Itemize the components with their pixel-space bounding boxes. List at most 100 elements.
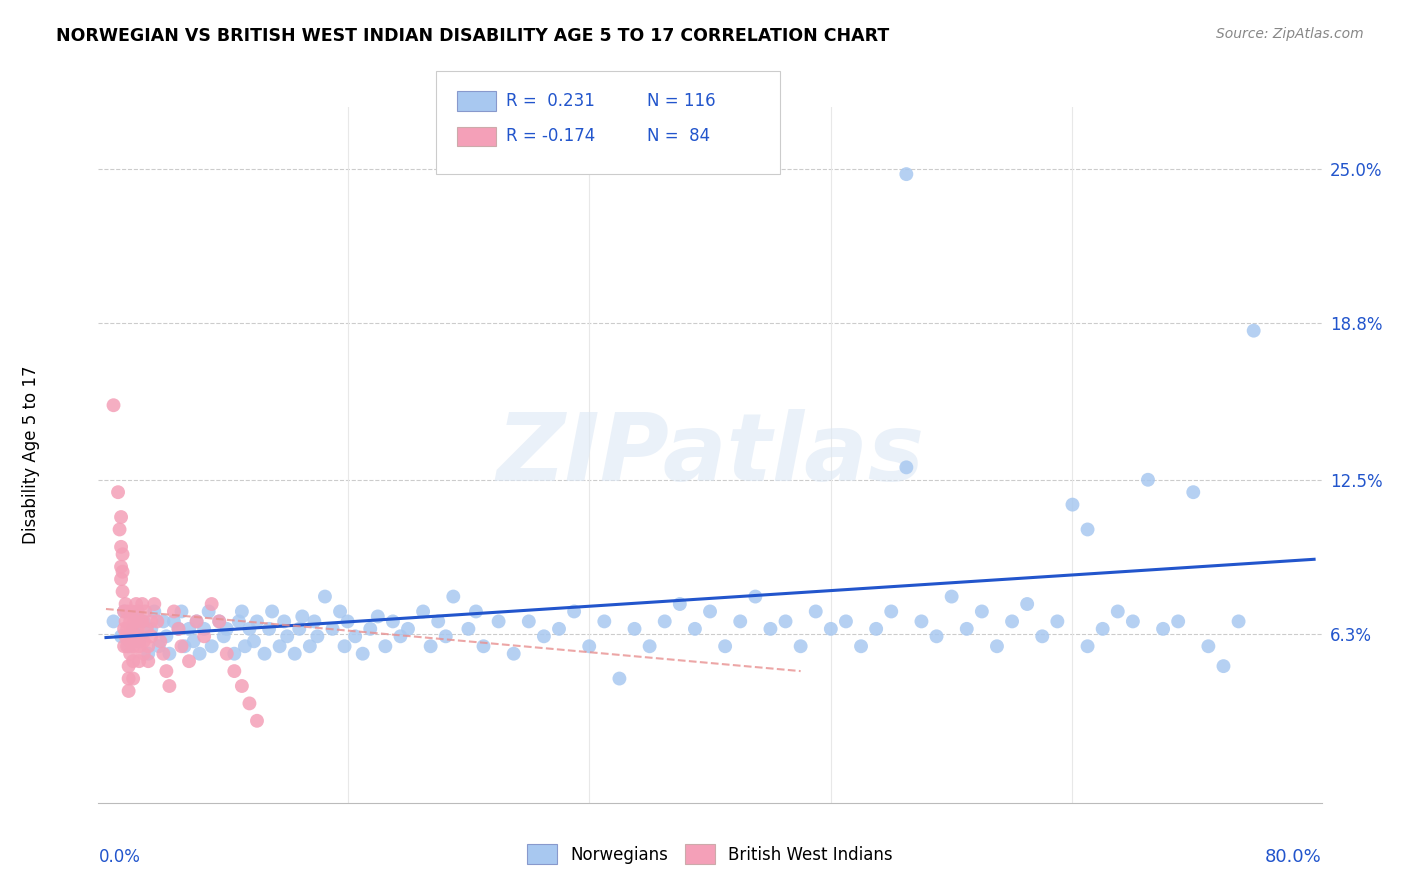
Point <box>112 605 135 619</box>
Point <box>127 605 149 619</box>
Point <box>163 615 186 629</box>
Point <box>298 639 321 653</box>
Point <box>1107 605 1129 619</box>
Point <box>336 615 359 629</box>
Point <box>146 615 169 629</box>
Point <box>170 605 193 619</box>
Point <box>143 597 166 611</box>
Point <box>623 622 645 636</box>
Point <box>517 615 540 629</box>
Point <box>367 609 389 624</box>
Point <box>502 647 524 661</box>
Point <box>155 629 177 643</box>
Text: Disability Age 5 to 17: Disability Age 5 to 17 <box>22 366 41 544</box>
Point <box>128 634 150 648</box>
Point <box>157 647 180 661</box>
Point <box>956 622 979 636</box>
Point <box>465 605 488 619</box>
Text: 0.0%: 0.0% <box>98 848 141 866</box>
Point <box>374 639 396 653</box>
Point <box>1017 597 1039 611</box>
Point <box>124 615 146 629</box>
Point <box>269 639 291 653</box>
Point <box>108 523 131 537</box>
Point <box>344 629 367 643</box>
Point <box>419 639 441 653</box>
Point <box>125 597 148 611</box>
Point <box>136 654 159 668</box>
Point <box>122 639 145 653</box>
Point <box>115 605 138 619</box>
Point <box>224 664 246 678</box>
Point <box>152 615 174 629</box>
Point <box>188 647 211 661</box>
Point <box>193 622 215 636</box>
Point <box>120 647 142 661</box>
Point <box>288 622 311 636</box>
Point <box>789 639 811 653</box>
Point <box>127 622 149 636</box>
Point <box>1197 639 1219 653</box>
Point <box>759 622 782 636</box>
Point <box>128 639 150 653</box>
Point <box>201 597 224 611</box>
Point <box>112 605 135 619</box>
Point <box>246 615 269 629</box>
Point <box>103 615 125 629</box>
Point <box>1031 629 1053 643</box>
Point <box>820 622 842 636</box>
Point <box>208 615 231 629</box>
Point <box>231 605 253 619</box>
Point <box>125 615 148 629</box>
Legend: Norwegians, British West Indians: Norwegians, British West Indians <box>520 838 900 871</box>
Point <box>131 597 153 611</box>
Point <box>186 615 208 629</box>
Point <box>412 605 434 619</box>
Point <box>609 672 631 686</box>
Point <box>533 629 555 643</box>
Point <box>728 615 751 629</box>
Point <box>276 629 298 643</box>
Point <box>457 622 479 636</box>
Text: NORWEGIAN VS BRITISH WEST INDIAN DISABILITY AGE 5 TO 17 CORRELATION CHART: NORWEGIAN VS BRITISH WEST INDIAN DISABIL… <box>56 27 890 45</box>
Point <box>131 615 153 629</box>
Point <box>970 605 993 619</box>
Point <box>141 622 163 636</box>
Point <box>115 639 138 653</box>
Point <box>910 615 932 629</box>
Point <box>472 639 495 653</box>
Point <box>163 605 186 619</box>
Point <box>110 572 132 586</box>
Point <box>117 684 139 698</box>
Point <box>427 615 450 629</box>
Point <box>359 622 381 636</box>
Point <box>149 634 172 648</box>
Point <box>124 629 146 643</box>
Point <box>488 615 510 629</box>
Point <box>638 639 661 653</box>
Point <box>117 639 139 653</box>
Point <box>865 622 887 636</box>
Point <box>173 639 195 653</box>
Point <box>125 609 148 624</box>
Point <box>562 605 585 619</box>
Point <box>167 622 190 636</box>
Text: ZIPatlas: ZIPatlas <box>496 409 924 501</box>
Point <box>167 622 190 636</box>
Point <box>110 559 132 574</box>
Point <box>284 647 307 661</box>
Point <box>111 547 134 561</box>
Point <box>1182 485 1205 500</box>
Point <box>835 615 858 629</box>
Point <box>117 659 139 673</box>
Point <box>170 639 193 653</box>
Point <box>177 654 200 668</box>
Point <box>321 622 343 636</box>
Text: Source: ZipAtlas.com: Source: ZipAtlas.com <box>1216 27 1364 41</box>
Point <box>233 639 256 653</box>
Text: 80.0%: 80.0% <box>1265 848 1322 866</box>
Point <box>110 629 132 643</box>
Point <box>1243 324 1265 338</box>
Point <box>1062 498 1084 512</box>
Point <box>129 629 152 643</box>
